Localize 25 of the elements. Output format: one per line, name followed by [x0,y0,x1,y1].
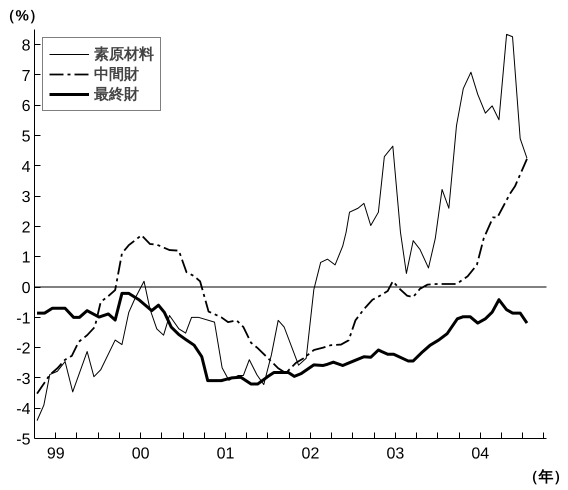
legend-label: 最終財 [94,84,139,104]
y-tick-label: -1 [16,310,31,328]
y-tick-label: 2 [22,219,31,236]
y-tick-label: 0 [22,280,31,298]
legend-label: 中間財 [94,64,139,84]
y-axis-title: （%） [0,8,44,24]
x-tick-label: 04 [471,446,490,462]
x-tick-label: 01 [216,446,235,462]
legend-label: 素原材料 [94,44,154,64]
y-tick-label: 4 [22,158,31,176]
y-tick-label: 1 [22,250,31,267]
y-tick-label: -3 [16,370,31,388]
y-tick-label: 3 [22,189,31,206]
y-tick-label: -4 [16,401,31,418]
x-tick-label: 00 [132,446,150,462]
y-tick-label: 6 [22,98,31,116]
y-tick-label: 8 [22,38,31,55]
y-tick-label: 7 [22,68,31,85]
x-tick-label: 99 [46,446,65,462]
x-axis-title: （年） [524,468,568,486]
x-tick-label: 02 [302,446,320,462]
x-tick-label: 03 [386,446,404,462]
y-tick-label: -5 [16,432,31,448]
y-tick-label: -2 [16,340,31,358]
y-tick-label: 5 [22,128,31,146]
